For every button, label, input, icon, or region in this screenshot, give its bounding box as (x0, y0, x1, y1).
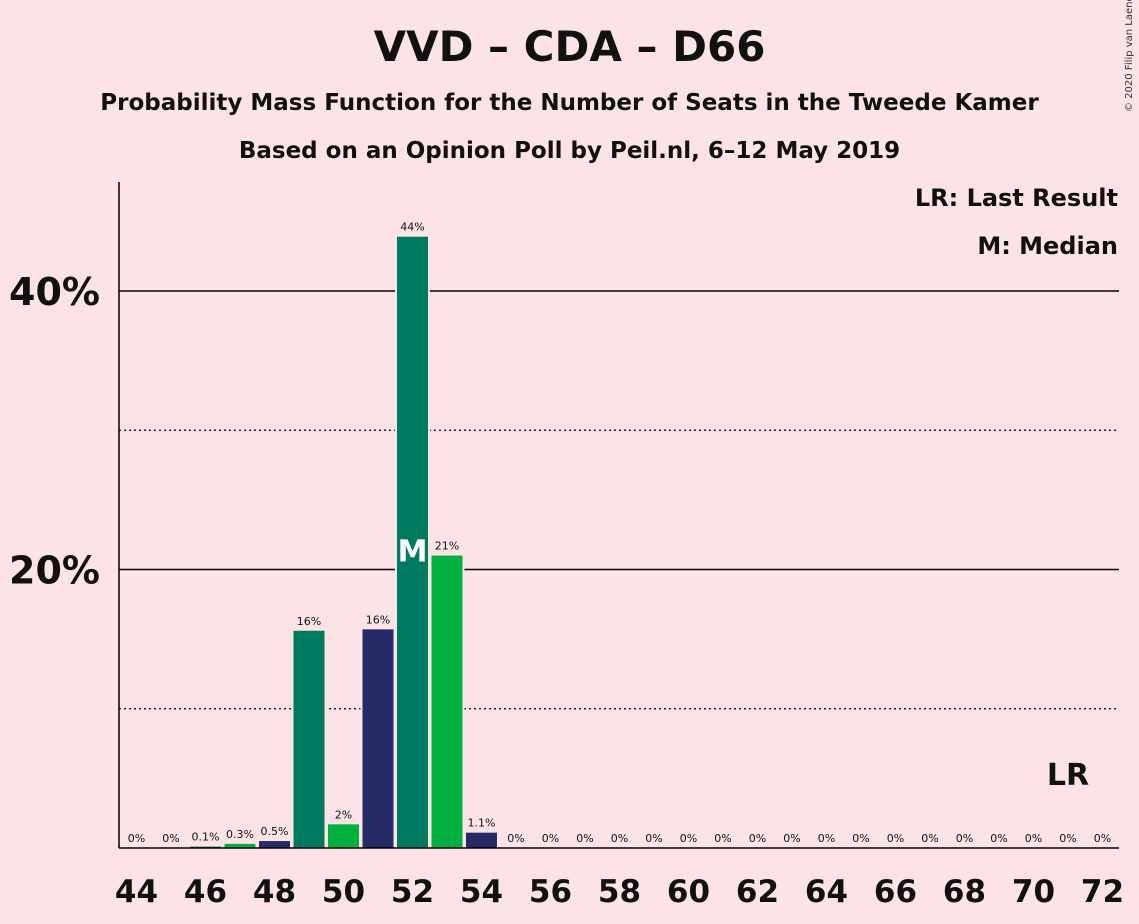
bar-value-label: 0% (852, 832, 869, 845)
x-tick-label: 72 (1081, 874, 1124, 910)
y-tick-label: 40% (9, 270, 100, 314)
x-tick-label: 54 (460, 874, 503, 910)
chart-title: VVD – CDA – D66 (373, 22, 766, 71)
bar-value-label: 2% (335, 808, 352, 821)
bar-seat-51 (362, 629, 394, 848)
chart-subtitle: Probability Mass Function for the Number… (100, 90, 1039, 116)
bar-value-label: 0.1% (192, 831, 220, 844)
bar-value-label: 21% (435, 540, 459, 553)
x-tick-label: 48 (253, 874, 296, 910)
bar-value-label: 16% (297, 615, 321, 628)
bar-seat-47 (224, 843, 256, 848)
x-tick-label: 56 (529, 874, 572, 910)
bar-value-label: 0% (749, 832, 766, 845)
bar-seat-53 (431, 555, 463, 848)
bar-value-label: 1.1% (468, 817, 496, 830)
bar-value-label: 0% (921, 832, 938, 845)
x-tick-label: 62 (736, 874, 779, 910)
x-tick-label: 58 (598, 874, 641, 910)
bar-value-label: 0% (1025, 832, 1042, 845)
bar-seat-48 (259, 841, 290, 848)
bar-value-label: 0% (162, 832, 179, 845)
bar-value-label: 0% (956, 832, 973, 845)
x-tick-label: 50 (322, 874, 365, 910)
bar-seat-52 (397, 236, 428, 848)
x-tick-label: 60 (667, 874, 710, 910)
bar-value-label: 0% (542, 832, 559, 845)
bar-value-label: 0% (611, 832, 628, 845)
bar-value-label: 0.3% (226, 828, 254, 841)
x-tick-label: 44 (115, 874, 158, 910)
bar-seat-50 (328, 824, 359, 848)
bar-value-label: 0% (990, 832, 1007, 845)
bar-value-label: 16% (366, 613, 390, 626)
bar-value-label: 0% (1059, 832, 1076, 845)
bar-value-label: 0% (887, 832, 904, 845)
bar-value-label: 0% (818, 832, 835, 845)
bar-value-label: 0% (128, 832, 145, 845)
bar-value-label: 44% (400, 221, 424, 234)
bar-seat-54 (466, 832, 497, 848)
bar-value-label: 0% (714, 832, 731, 845)
last-result-marker: LR (1047, 758, 1089, 793)
legend-median: M: Median (977, 232, 1118, 260)
x-tick-label: 64 (805, 874, 848, 910)
bar-value-label: 0% (645, 832, 662, 845)
x-tick-label: 68 (943, 874, 986, 910)
bar-value-label: 0% (576, 832, 593, 845)
bar-value-label: 0% (1094, 832, 1111, 845)
x-tick-label: 46 (184, 874, 227, 910)
y-tick-label: 20% (9, 549, 100, 593)
bar-gap (188, 844, 223, 848)
bar-value-label: 0% (783, 832, 800, 845)
chart-source: Based on an Opinion Poll by Peil.nl, 6–1… (238, 138, 901, 164)
bar-value-label: 0% (507, 832, 524, 845)
median-marker: M (398, 535, 428, 570)
x-tick-label: 52 (391, 874, 434, 910)
bar-value-label: 0.5% (261, 825, 289, 838)
bar-seat-49 (293, 630, 325, 848)
bar-value-label: 0% (680, 832, 697, 845)
legend-last-result: LR: Last Result (914, 184, 1118, 212)
x-tick-label: 66 (874, 874, 917, 910)
x-tick-label: 70 (1012, 874, 1055, 910)
